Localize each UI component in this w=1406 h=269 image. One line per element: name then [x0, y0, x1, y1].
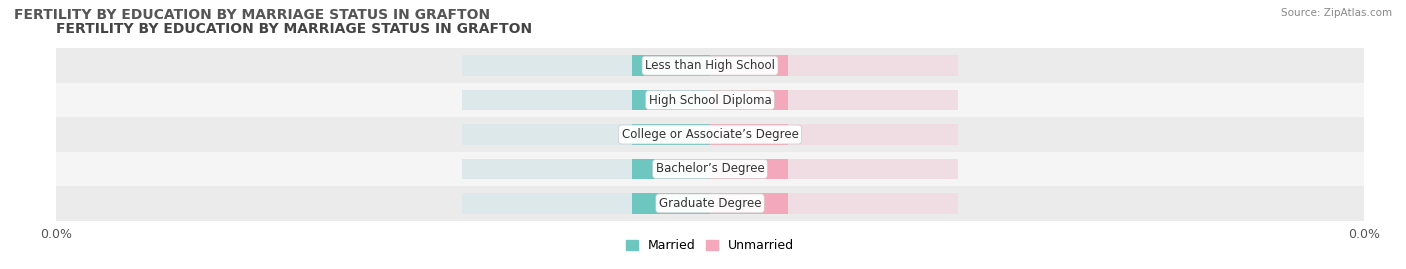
Bar — [710, 55, 789, 76]
Bar — [631, 193, 710, 214]
Bar — [710, 159, 959, 179]
Bar — [56, 48, 1364, 83]
Text: Bachelor’s Degree: Bachelor’s Degree — [655, 162, 765, 175]
Bar — [631, 90, 710, 110]
Bar — [710, 124, 789, 145]
Bar — [56, 117, 1364, 152]
Bar — [710, 90, 789, 110]
Bar — [710, 124, 959, 145]
Bar — [56, 152, 1364, 186]
Bar — [461, 124, 710, 145]
Bar — [461, 55, 710, 76]
Text: College or Associate’s Degree: College or Associate’s Degree — [621, 128, 799, 141]
Bar — [461, 159, 710, 179]
Text: 0.0%: 0.0% — [734, 198, 765, 208]
Bar — [710, 90, 959, 110]
Text: 0.0%: 0.0% — [655, 95, 686, 105]
Bar — [461, 90, 710, 110]
Text: High School Diploma: High School Diploma — [648, 94, 772, 107]
Bar — [631, 124, 710, 145]
Bar — [710, 159, 789, 179]
Text: 0.0%: 0.0% — [655, 198, 686, 208]
Text: Graduate Degree: Graduate Degree — [659, 197, 761, 210]
Text: 0.0%: 0.0% — [734, 95, 765, 105]
Text: 0.0%: 0.0% — [655, 61, 686, 71]
Text: 0.0%: 0.0% — [734, 129, 765, 140]
Legend: Married, Unmarried: Married, Unmarried — [620, 234, 800, 257]
Bar — [56, 186, 1364, 221]
Text: FERTILITY BY EDUCATION BY MARRIAGE STATUS IN GRAFTON: FERTILITY BY EDUCATION BY MARRIAGE STATU… — [14, 8, 491, 22]
Bar — [631, 55, 710, 76]
Bar — [710, 193, 959, 214]
Text: Less than High School: Less than High School — [645, 59, 775, 72]
Text: Source: ZipAtlas.com: Source: ZipAtlas.com — [1281, 8, 1392, 18]
Bar — [631, 159, 710, 179]
Text: FERTILITY BY EDUCATION BY MARRIAGE STATUS IN GRAFTON: FERTILITY BY EDUCATION BY MARRIAGE STATU… — [56, 22, 533, 36]
Text: 0.0%: 0.0% — [655, 129, 686, 140]
Bar — [710, 55, 959, 76]
Text: 0.0%: 0.0% — [734, 61, 765, 71]
Bar — [710, 193, 789, 214]
Text: 0.0%: 0.0% — [734, 164, 765, 174]
Bar — [461, 193, 710, 214]
Text: 0.0%: 0.0% — [655, 164, 686, 174]
Bar — [56, 83, 1364, 117]
